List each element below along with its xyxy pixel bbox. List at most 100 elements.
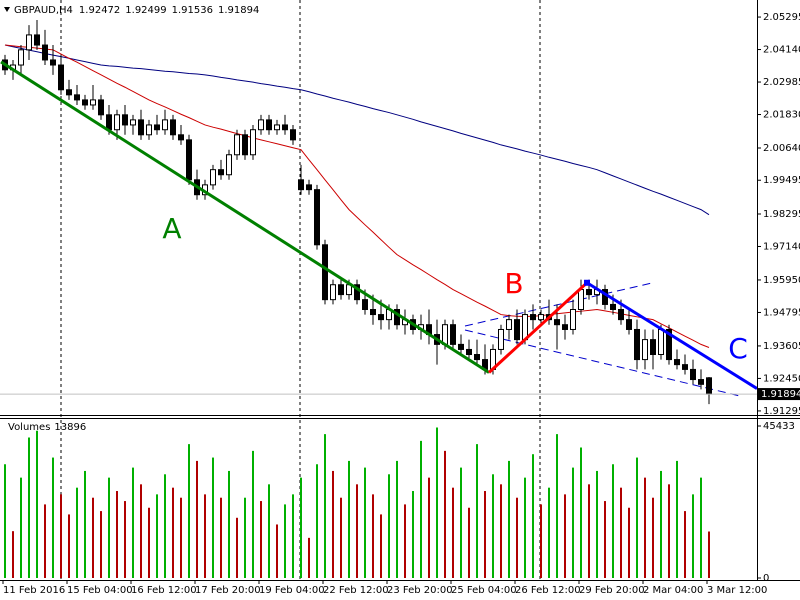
candle-body xyxy=(610,303,616,310)
trend-line xyxy=(487,281,589,374)
candle-body xyxy=(58,64,64,91)
moving-average xyxy=(4,44,710,216)
y-tick-label: 2.04140 xyxy=(763,45,800,56)
candle-body xyxy=(138,119,144,136)
trend-line xyxy=(0,60,490,374)
y-tick-label: 1.94795 xyxy=(763,307,800,318)
y-tick-label: 1.99495 xyxy=(763,175,800,186)
candle-body xyxy=(578,289,584,310)
candle-body xyxy=(90,99,96,106)
candle-body xyxy=(154,124,160,131)
trend-label: A xyxy=(162,212,181,245)
candle-body xyxy=(586,289,592,296)
candle-body xyxy=(514,319,520,341)
candle-body xyxy=(706,377,712,395)
symbol: GBPAUD,H4 xyxy=(14,5,73,16)
candle-body xyxy=(306,184,312,191)
candle-body xyxy=(498,328,504,350)
candle-body xyxy=(50,59,56,66)
candle-body xyxy=(250,129,256,156)
candle-body xyxy=(538,314,544,321)
candle-body xyxy=(378,314,384,321)
candle-body xyxy=(626,319,632,330)
candle-body xyxy=(130,119,136,126)
x-tick-label: 22 Feb 12:00 xyxy=(323,585,389,596)
candle-body xyxy=(698,379,704,385)
candle-body xyxy=(98,99,104,116)
x-tick-label: 16 Feb 12:00 xyxy=(131,585,197,596)
candle-body xyxy=(234,134,240,156)
x-tick-label: 15 Feb 04:00 xyxy=(67,585,133,596)
candle-body xyxy=(330,284,336,301)
candle-body xyxy=(466,348,472,356)
y-tick-label: 1.95950 xyxy=(763,275,800,286)
candle-body xyxy=(26,34,32,51)
candle-body xyxy=(322,244,328,301)
candle-body xyxy=(146,124,152,136)
x-tick-label: 17 Feb 20:00 xyxy=(195,585,261,596)
candle-body xyxy=(162,119,168,131)
trend-label: C xyxy=(728,332,748,365)
candle-body xyxy=(522,314,528,341)
price-panel xyxy=(0,20,757,405)
candle-body xyxy=(282,124,288,131)
candle-body xyxy=(170,119,176,136)
candle-body xyxy=(298,179,304,191)
x-tick-label: 25 Feb 04:00 xyxy=(451,585,517,596)
candle-body xyxy=(554,319,560,326)
candle-body xyxy=(82,99,88,106)
candle-body xyxy=(562,324,568,330)
candle-body xyxy=(106,114,112,131)
channel-line xyxy=(464,329,741,397)
candle-body xyxy=(122,114,128,126)
candle-body xyxy=(210,169,216,186)
candle-body xyxy=(226,154,232,176)
candle-body xyxy=(186,139,192,181)
price-box-label: 1.91894 xyxy=(761,389,800,400)
y-tick-label: 1.93605 xyxy=(763,341,800,352)
frame xyxy=(0,0,800,581)
candle-body xyxy=(474,354,480,361)
candle-body xyxy=(74,94,80,101)
candle-body xyxy=(114,114,120,131)
trend-line xyxy=(586,281,757,390)
y-tick-label: 2.05295 xyxy=(763,12,800,23)
candle-body xyxy=(634,328,640,361)
y-tick-label: 45433 xyxy=(763,421,795,432)
x-tick-label: 3 Mar 12:00 xyxy=(707,585,767,596)
header-low: 1.91536 xyxy=(172,5,213,16)
candle-body xyxy=(642,339,648,361)
candle-body xyxy=(618,308,624,321)
candle-body xyxy=(458,343,464,350)
channel xyxy=(464,282,741,397)
candle-body xyxy=(338,284,344,296)
candle-body xyxy=(290,129,296,141)
candle-body xyxy=(530,314,536,321)
candle-body xyxy=(362,299,368,310)
trend-label: B xyxy=(504,267,523,300)
candle-body xyxy=(266,119,272,131)
candle-body xyxy=(370,308,376,316)
candle-body xyxy=(314,189,320,246)
pivot-marker xyxy=(584,279,590,286)
header-close: 1.91894 xyxy=(218,5,259,16)
candle-body xyxy=(506,319,512,330)
y-tick-label: 1.92450 xyxy=(763,373,800,384)
x-tick-label: 2 Mar 04:00 xyxy=(643,585,703,596)
candle-body xyxy=(570,308,576,330)
candle-body xyxy=(682,364,688,370)
moving-average xyxy=(4,44,710,348)
x-tick-label: 19 Feb 04:00 xyxy=(259,585,325,596)
y-tick-label: 1.97140 xyxy=(763,241,800,252)
candle-body xyxy=(650,339,656,356)
x-tick-label: 11 Feb 2016 xyxy=(3,585,65,596)
header-high: 1.92499 xyxy=(125,5,166,16)
y-tick-label: 2.02985 xyxy=(763,77,800,88)
header-open: 1.92472 xyxy=(79,5,120,16)
candle-body xyxy=(18,49,24,66)
candle-body xyxy=(242,134,248,156)
candle-body xyxy=(66,89,72,96)
header-icon xyxy=(4,7,10,12)
